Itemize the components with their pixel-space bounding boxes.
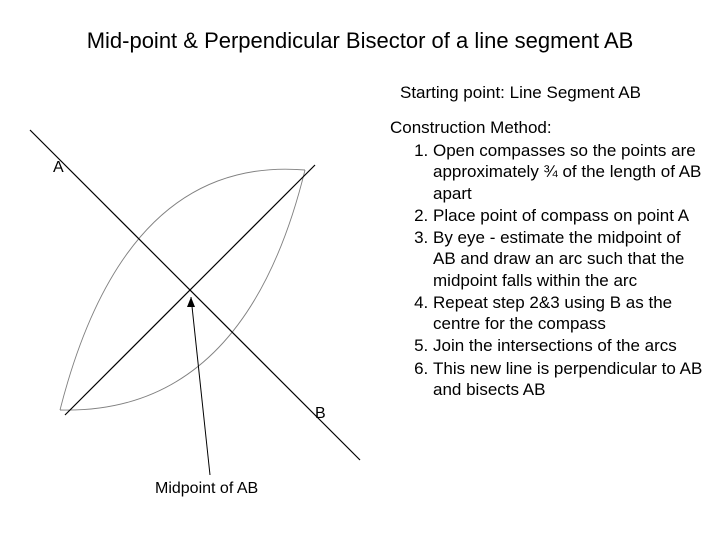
diagram-svg [5, 85, 385, 525]
arc-from-b [60, 169, 305, 410]
step-item: This new line is perpendicular to AB and… [433, 358, 703, 401]
step-item: Place point of compass on point A [433, 205, 703, 226]
page-title: Mid-point & Perpendicular Bisector of a … [0, 28, 720, 54]
construction-steps: Open compasses so the points are approxi… [413, 140, 703, 401]
construction-diagram: A B Midpoint of AB [5, 85, 385, 525]
arc-from-a [60, 170, 305, 410]
arrow-head-icon [187, 297, 195, 307]
label-midpoint: Midpoint of AB [155, 480, 258, 498]
step-item: Repeat step 2&3 using B as the centre fo… [433, 292, 703, 335]
step-item: By eye - estimate the midpoint of AB and… [433, 227, 703, 291]
step-item: Join the intersections of the arcs [433, 335, 703, 356]
subtitle: Starting point: Line Segment AB [400, 83, 641, 103]
label-a: A [53, 159, 64, 177]
segment-ab [30, 130, 360, 460]
label-b: B [315, 405, 326, 423]
step-item: Open compasses so the points are approxi… [433, 140, 703, 204]
arrow-line [191, 297, 210, 475]
method-heading: Construction Method: [390, 118, 552, 138]
